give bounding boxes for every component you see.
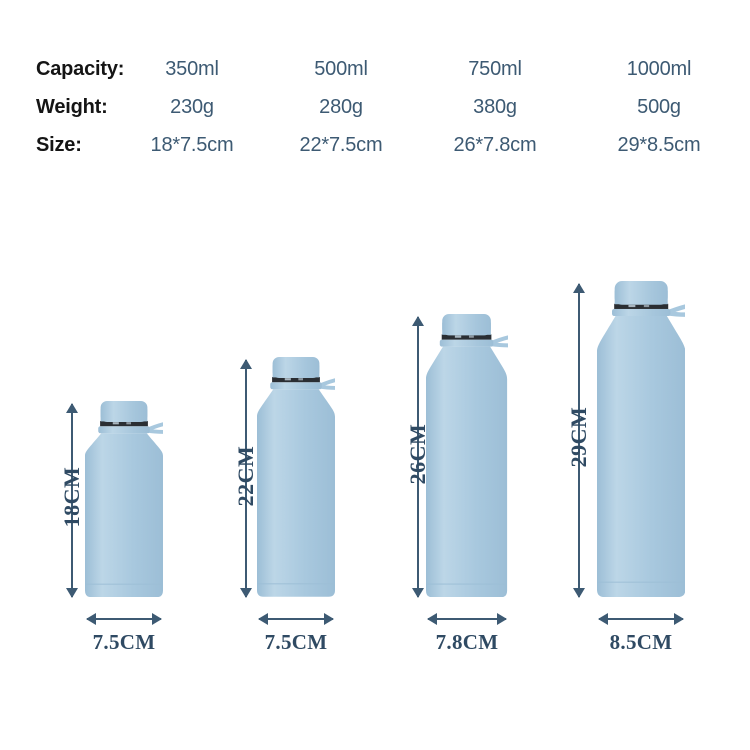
arrow-head-right-icon — [496, 613, 507, 625]
dimension-line — [71, 403, 73, 597]
spec-value-capacity-350: 350ml — [165, 58, 219, 80]
spec-row-size: Size: 18*7.5cm 22*7.5cm 26*7.8cm 29*8.5c… — [0, 134, 750, 172]
spec-value-capacity-500: 500ml — [314, 58, 368, 80]
dimension-line — [428, 618, 506, 620]
arrow-head-down-icon — [65, 587, 78, 598]
width-label: 7.5CM — [92, 630, 156, 654]
width-dimension-7.8CM: 7.8CM — [427, 612, 507, 654]
width-label: 7.8CM — [435, 630, 499, 654]
height-label: 29CM — [566, 407, 591, 468]
spec-value-size-500: 22*7.5cm — [299, 134, 383, 156]
dimension-line — [417, 316, 419, 597]
spec-value-weight-1000: 500g — [637, 96, 681, 118]
spec-value-weight-350: 230g — [170, 96, 214, 118]
bottle-750ml — [426, 313, 508, 597]
arrow-head-down-icon — [239, 587, 252, 598]
height-dimension-29CM: 29CM — [566, 282, 591, 598]
spec-table: Capacity: 350ml 500ml 750ml 1000ml Weigh… — [0, 58, 750, 172]
dimension-line — [598, 618, 684, 620]
arrow-head-up-icon — [65, 402, 78, 413]
bottle-1000ml — [596, 280, 686, 597]
spec-row-capacity: Capacity: 350ml 500ml 750ml 1000ml — [0, 58, 750, 96]
arrow-head-left-icon — [597, 613, 608, 625]
width-dimension-7.5CM: 7.5CM — [85, 612, 163, 654]
arrow-head-down-icon — [572, 587, 585, 598]
spec-value-size-350: 18*7.5cm — [150, 134, 234, 156]
arrow-head-right-icon — [152, 613, 163, 625]
spec-value-weight-750: 380g — [473, 96, 517, 118]
width-dimension-8.5CM: 8.5CM — [597, 612, 685, 654]
arrow-head-left-icon — [427, 613, 438, 625]
spec-value-capacity-750: 750ml — [468, 58, 522, 80]
height-dimension-18CM: 18CM — [59, 402, 84, 598]
spec-value-weight-500: 280g — [319, 96, 363, 118]
dimension-line — [258, 618, 334, 620]
arrow-head-right-icon — [324, 613, 335, 625]
arrow-head-down-icon — [411, 587, 424, 598]
arrow-head-left-icon — [257, 613, 268, 625]
height-label: 26CM — [405, 423, 430, 485]
dimension-line — [578, 283, 580, 597]
spec-label-weight: Weight: — [36, 96, 108, 118]
spec-row-weight: Weight: 230g 280g 380g 500g — [0, 96, 750, 134]
height-label: 18CM — [59, 467, 84, 528]
width-label: 8.5CM — [609, 630, 673, 654]
arrow-head-up-icon — [572, 282, 585, 293]
arrow-head-right-icon — [674, 613, 685, 625]
height-dimension-22CM: 22CM — [233, 359, 258, 598]
spec-value-size-1000: 29*8.5cm — [617, 134, 701, 156]
arrow-head-up-icon — [411, 315, 424, 326]
bottle-350ml — [85, 400, 163, 597]
bottle-500ml — [257, 357, 335, 597]
spec-value-capacity-1000: 1000ml — [626, 58, 692, 80]
width-label: 7.5CM — [264, 630, 328, 654]
dimension-line — [86, 618, 162, 620]
width-dimension-7.5CM: 7.5CM — [257, 612, 335, 654]
height-label: 22CM — [233, 445, 258, 506]
spec-value-size-750: 26*7.8cm — [453, 134, 537, 156]
spec-label-size: Size: — [36, 134, 82, 156]
height-dimension-26CM: 26CM — [405, 315, 430, 598]
arrow-head-left-icon — [85, 613, 96, 625]
dimension-line — [245, 360, 247, 597]
arrow-head-up-icon — [239, 359, 252, 370]
spec-label-capacity: Capacity: — [36, 58, 125, 80]
